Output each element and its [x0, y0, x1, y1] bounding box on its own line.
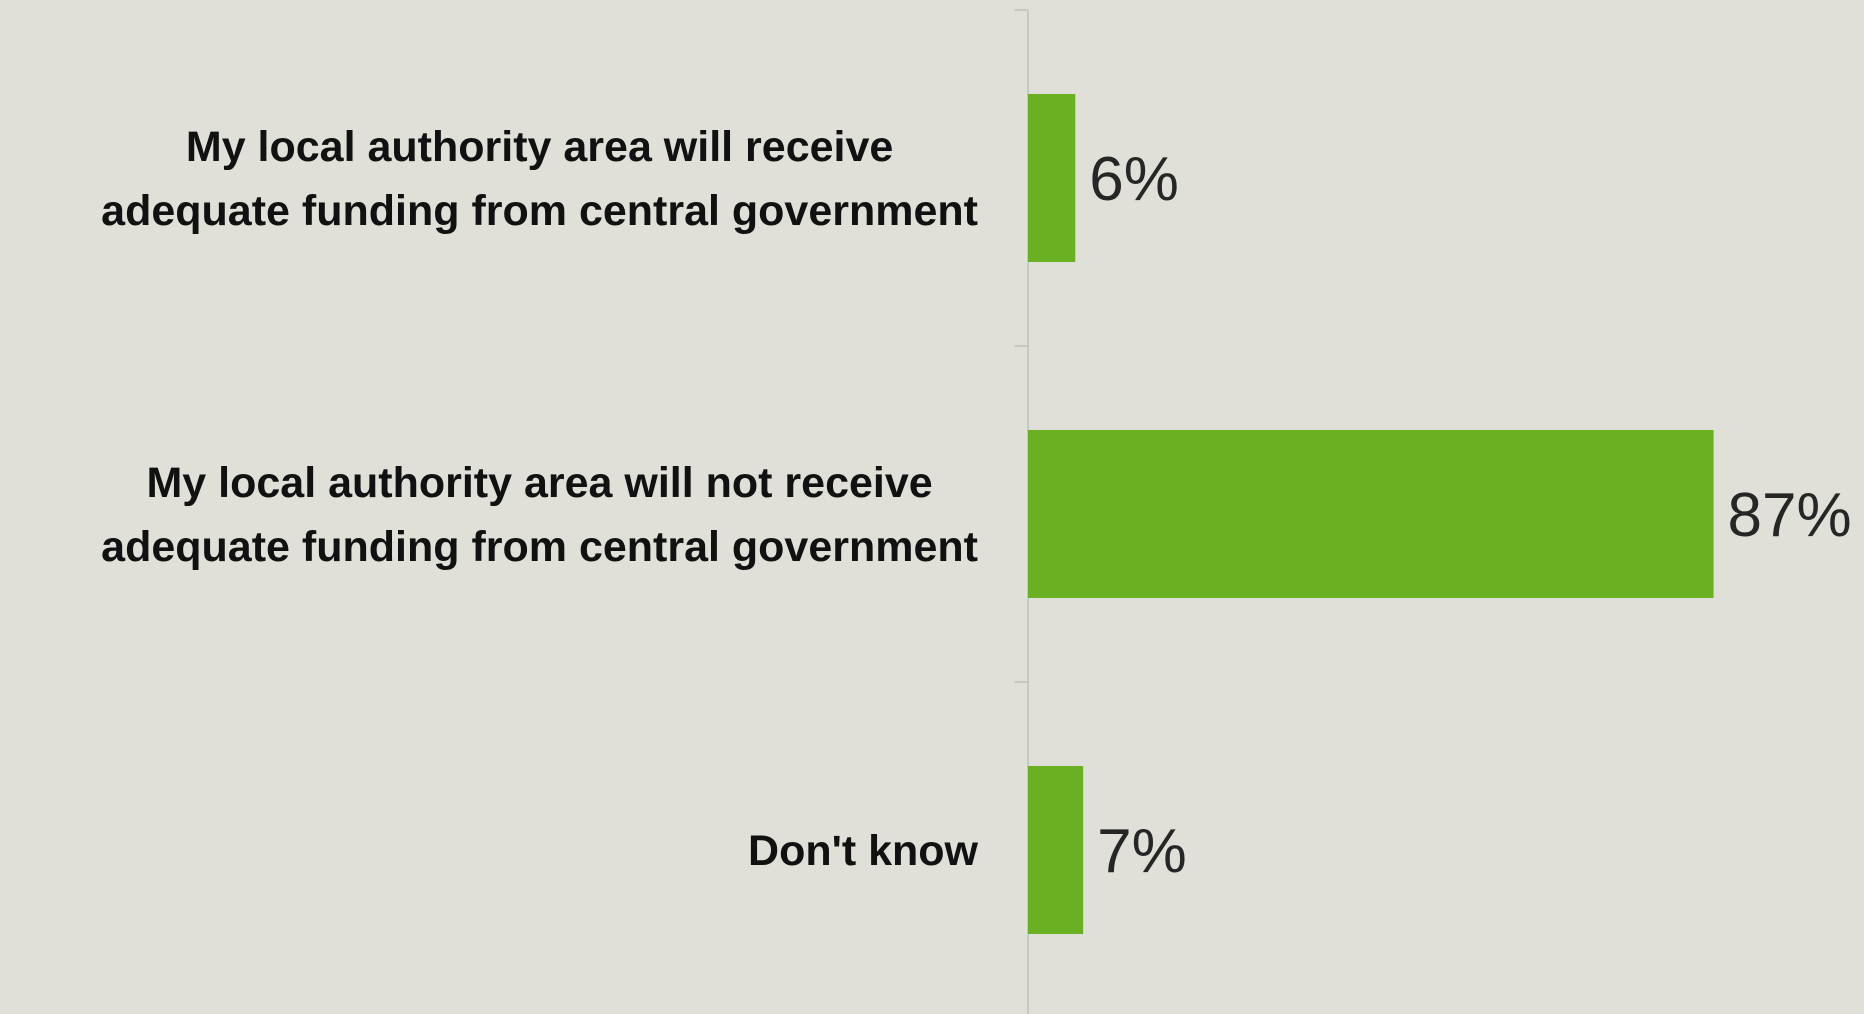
category-label-line: My local authority area will receive	[186, 123, 893, 171]
bar	[1028, 766, 1084, 934]
category-label-line: adequate funding from central government	[101, 187, 978, 235]
bar	[1028, 94, 1076, 262]
category-label-line: My local authority area will not receive	[146, 459, 932, 507]
bar	[1028, 430, 1714, 598]
category-label-line: Don't know	[748, 827, 979, 875]
labels: 6% My local authority area will receive ad…	[101, 123, 1851, 886]
category-label: My local authority area will not receive…	[101, 459, 978, 571]
bars	[1028, 94, 1714, 934]
category-label: My local authority area will receive adeq…	[101, 123, 978, 235]
value-label: 87%	[1728, 481, 1852, 550]
value-label: 7%	[1097, 817, 1187, 886]
category-label: Don't know	[748, 827, 979, 875]
value-label: 6%	[1089, 145, 1179, 214]
category-label-line: adequate funding from central government	[101, 523, 978, 571]
